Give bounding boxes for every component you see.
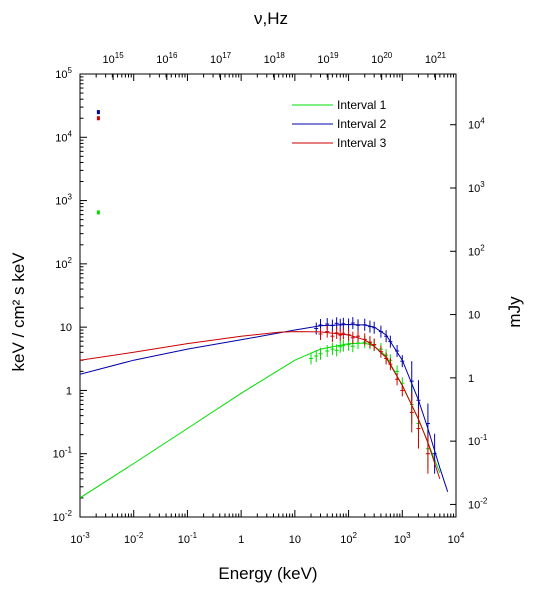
x-tick-label: 10-2	[124, 531, 144, 546]
data-point	[388, 358, 393, 371]
y-tick-label: 102	[55, 256, 72, 271]
data-point	[362, 333, 367, 346]
data-point	[395, 373, 400, 386]
right-tick-label: 10	[468, 310, 480, 322]
y-tick-label: 10-2	[53, 509, 73, 524]
data-point	[416, 408, 421, 449]
data-point	[356, 330, 361, 343]
data-point	[330, 343, 335, 356]
data-point	[367, 320, 372, 333]
data-point	[384, 352, 389, 365]
top-axis-title: ν,Hz	[254, 9, 288, 28]
data-point	[400, 384, 405, 397]
data-point	[388, 335, 393, 348]
right-tick-label: 103	[468, 180, 485, 195]
data-point	[356, 319, 361, 332]
x-tick-label: 10-3	[70, 531, 90, 546]
x-tick-label: 102	[340, 531, 357, 546]
data-point	[334, 344, 339, 357]
data-point	[314, 349, 319, 362]
top-tick-label: 1017	[210, 51, 232, 66]
x-tick-label: 1	[238, 534, 244, 546]
y-tick-label: 104	[55, 129, 72, 144]
legend-label: Interval 3	[337, 136, 387, 150]
data-point	[372, 321, 377, 334]
right-tick-label: 102	[468, 243, 485, 258]
right-axis-title: mJy	[505, 296, 524, 328]
right-tick-label: 104	[468, 117, 485, 132]
top-tick-label: 1018	[264, 51, 286, 66]
data-point	[325, 325, 330, 338]
y-tick-label: 103	[55, 193, 72, 208]
data-point	[378, 325, 383, 338]
right-tick-label: 1	[468, 373, 474, 385]
series-line-2	[80, 323, 449, 492]
data-point	[334, 326, 339, 339]
data-point	[338, 329, 343, 342]
data-point	[330, 330, 335, 343]
data-point	[425, 433, 430, 474]
right-tick-label: 10-1	[468, 433, 488, 448]
data-point	[384, 330, 389, 343]
legend-label: Interval 1	[337, 98, 387, 112]
y-tick-label: 10-1	[53, 446, 73, 461]
y-tick-label: 10	[60, 322, 72, 334]
top-tick-label: 1015	[103, 51, 125, 66]
plot-area	[80, 110, 449, 499]
top-tick-label: 1016	[156, 51, 178, 66]
data-point	[341, 327, 346, 340]
data-point	[378, 345, 383, 358]
data-point	[341, 339, 346, 352]
data-point	[325, 344, 330, 357]
optical-point-2	[96, 110, 100, 115]
y-tick-label: 105	[55, 66, 72, 81]
right-tick-label: 10-2	[468, 496, 488, 511]
data-point	[367, 336, 372, 349]
top-tick-label: 1020	[371, 51, 393, 66]
data-point	[395, 344, 400, 357]
data-point	[400, 355, 405, 368]
series-line-1	[80, 342, 441, 499]
data-point	[372, 338, 377, 351]
data-point	[318, 347, 323, 360]
data-point	[330, 319, 335, 332]
data-point	[350, 317, 355, 330]
plot-frame	[79, 73, 457, 518]
data-point	[346, 328, 351, 341]
top-tick-label: 1021	[425, 51, 447, 66]
y-tick-label: 1	[66, 385, 72, 397]
data-point	[362, 318, 367, 331]
optical-point-3	[96, 116, 100, 121]
data-point	[314, 322, 319, 335]
x-tick-label: 10-1	[178, 531, 198, 546]
top-tick-label: 1019	[317, 51, 339, 66]
data-point	[318, 327, 323, 340]
x-axis-title: Energy (keV)	[218, 564, 317, 583]
optical-point-1	[96, 210, 100, 215]
x-tick-label: 103	[394, 531, 411, 546]
data-point	[309, 352, 314, 365]
data-point	[346, 318, 351, 331]
data-point	[350, 331, 355, 344]
x-tick-label: 104	[448, 531, 465, 546]
data-point	[432, 433, 437, 474]
data-point	[409, 392, 414, 433]
data-point	[338, 318, 343, 331]
data-point	[338, 340, 343, 353]
x-tick-label: 10	[289, 534, 301, 546]
y-axis-title: keV / cm² s keV	[9, 252, 28, 372]
legend-label: Interval 2	[337, 117, 387, 131]
